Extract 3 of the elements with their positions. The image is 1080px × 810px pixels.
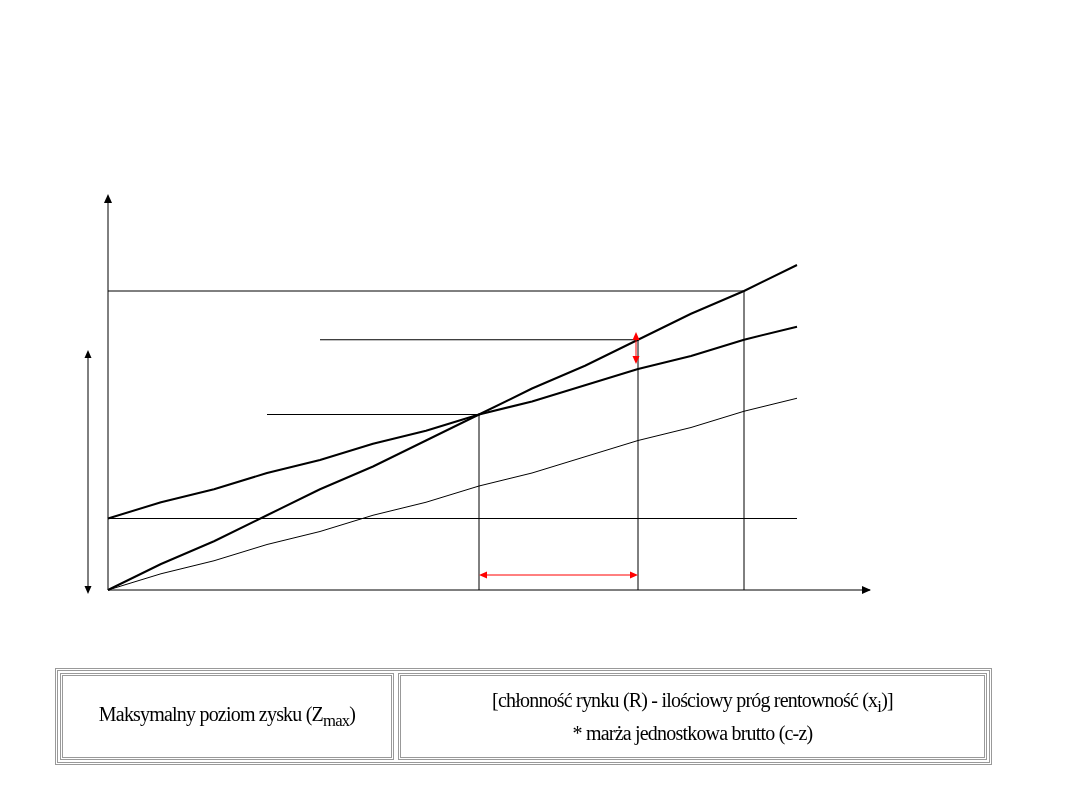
- text: Maksymalny poziom zysku (Z$_{max}$): [98, 702, 356, 733]
- text: [chłonność rynku (R) - ilościowy próg rentowność (x$_{i}$)]: [492, 688, 893, 719]
- text: * marża jednostkowa brutto (c-z): [572, 720, 813, 747]
